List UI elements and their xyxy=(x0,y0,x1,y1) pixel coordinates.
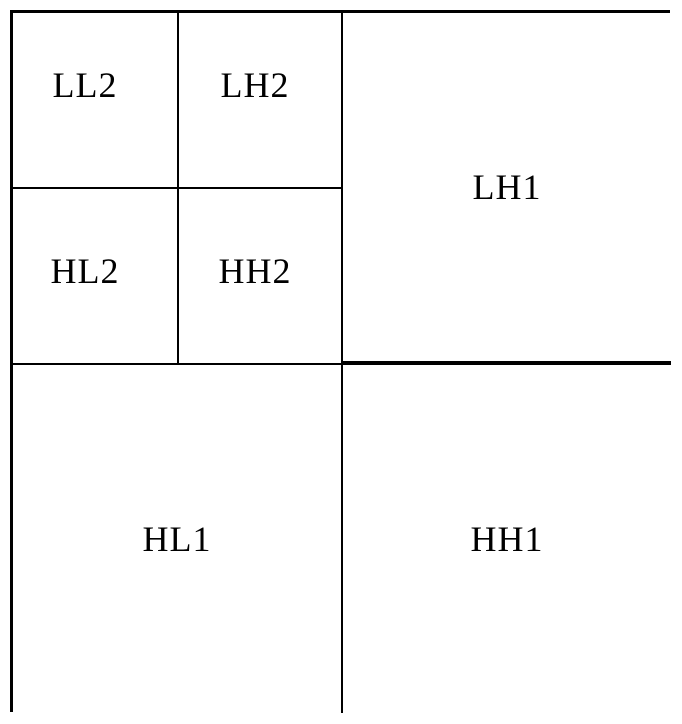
subband-label: HL2 xyxy=(51,250,120,292)
subband-lh1: LH1 xyxy=(341,13,671,363)
subband-label: LH1 xyxy=(473,166,542,208)
subband-label: LH2 xyxy=(221,64,290,106)
subband-label: HL1 xyxy=(143,518,212,560)
subband-ll2: LL2 xyxy=(13,13,179,189)
subband-hh2: HH2 xyxy=(177,187,343,365)
wavelet-decomposition-diagram: LL2 LH2 HL2 HH2 LH1 HL1 HH1 xyxy=(10,10,670,712)
subband-hh1: HH1 xyxy=(341,363,671,713)
subband-label: HH2 xyxy=(219,250,292,292)
subband-hl2: HL2 xyxy=(13,187,179,365)
subband-lh2: LH2 xyxy=(177,13,343,189)
subband-label: HH1 xyxy=(471,518,544,560)
subband-hl1: HL1 xyxy=(13,363,343,713)
subband-label: LL2 xyxy=(53,64,118,106)
